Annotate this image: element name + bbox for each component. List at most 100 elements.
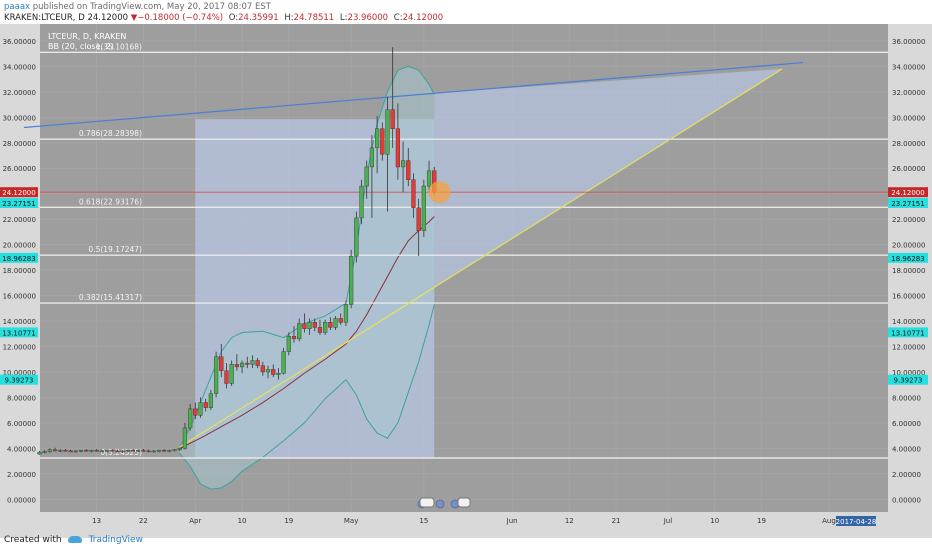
y-tick-label-left: 22.00000 [3, 216, 36, 224]
chart-frame: 1(35.10168) 0.786(28.28398) 0.618(22.93176… [0, 24, 932, 538]
y-tick-label-right: 14.00000 [892, 318, 925, 326]
earnings-badge-2[interactable] [457, 497, 471, 508]
candle-body [177, 448, 182, 450]
candle-body [364, 166, 369, 187]
price-tag-left-bg [0, 327, 38, 338]
candle-body [406, 160, 411, 180]
candle-body [349, 255, 354, 305]
x-tick-label: May [344, 517, 358, 525]
x-tick-label: 21 [612, 517, 621, 525]
price-change: −0.18000 (−0.74%) [137, 13, 224, 23]
candle-body [99, 450, 104, 453]
candle-body [136, 450, 141, 452]
x-tick-label: 19 [757, 517, 766, 525]
y-tick-label-left: 14.00000 [3, 318, 36, 326]
candle-body [375, 128, 380, 149]
candle-body [208, 393, 213, 408]
x-tick-label: 22 [139, 517, 148, 525]
x-tick-label: 10 [710, 517, 719, 525]
candle-body [203, 402, 208, 408]
event-icons[interactable] [417, 497, 471, 509]
y-tick-label-left: 4.00000 [7, 445, 36, 453]
tradingview-logo-icon [67, 536, 82, 543]
candle-body [219, 356, 224, 371]
created-with-label: Created with [4, 535, 62, 545]
candle-body [68, 450, 73, 453]
bb-fill [179, 66, 435, 490]
candle-body [94, 450, 99, 452]
right-axis-panel[interactable] [888, 24, 932, 512]
candle-body [52, 449, 58, 452]
ohlc-header: KRAKEN:LTCEUR, D 24.12000 ▼−0.18000 (−0.… [4, 13, 443, 23]
split-icon[interactable] [435, 499, 445, 509]
time-axis-panel[interactable] [0, 512, 932, 538]
price-tag-right-bg [888, 197, 928, 208]
x-tick-label: Jul [663, 517, 673, 525]
candle-body [193, 408, 198, 416]
price-chart[interactable]: 1(35.10168) 0.786(28.28398) 0.618(22.93176… [0, 24, 932, 538]
y-tick-label-right: 34.00000 [892, 63, 925, 71]
y-tick-label-left: 0.00000 [7, 496, 36, 504]
y-tick-label-left: 34.00000 [3, 63, 36, 71]
candle-body [281, 351, 286, 374]
price-tag-right: 13.10771 [891, 329, 924, 337]
candle-body [395, 128, 400, 168]
upper-trend-line [23, 61, 804, 129]
tradingview-brand[interactable]: TradingView [88, 535, 143, 545]
left-axis-panel[interactable] [0, 24, 40, 512]
candle-body [265, 369, 271, 373]
publish-info: paaax published on TradingView.com, May … [4, 2, 271, 12]
candle-body [37, 451, 42, 455]
candle-body [156, 450, 162, 452]
x-tick-label: Apr [189, 517, 201, 525]
candle-body [125, 450, 130, 452]
y-tick-label-left: 10.00000 [3, 369, 36, 377]
candle-body [343, 304, 349, 323]
candle-body [411, 179, 416, 208]
y-tick-label-right: 30.00000 [892, 114, 925, 122]
candle-body [328, 322, 333, 328]
candle-body [224, 370, 229, 384]
price-tag-right-bg [888, 252, 928, 263]
price-tag-left-bg [0, 187, 38, 198]
price-tag-left: 23.27151 [2, 200, 35, 208]
candle-body [323, 322, 328, 333]
y-tick-label-right: 10.00000 [892, 369, 925, 377]
x-tick-label: 12 [565, 517, 574, 525]
candle-body [234, 364, 239, 368]
fib-level-label: 0.5(19.17247) [88, 245, 142, 254]
y-tick-label-right: 4.00000 [892, 445, 921, 453]
legend-title: LTCEUR, D, KRAKEN [48, 32, 126, 41]
candle-body [151, 450, 156, 453]
y-tick-label-right: 6.00000 [892, 420, 921, 428]
fib-level-label: 0.618(22.93176) [79, 197, 142, 206]
candle-body [120, 450, 125, 453]
price-tag-right: 9.39273 [894, 377, 923, 385]
publish-text: published on TradingView.com, May 20, 20… [32, 2, 271, 12]
candle-body [400, 160, 406, 168]
candle-body [167, 450, 172, 452]
earnings-badge-1[interactable] [419, 497, 435, 508]
footer: Created with TradingView [4, 535, 143, 545]
y-tick-label-right: 20.00000 [892, 242, 925, 250]
y-tick-label-left: 26.00000 [3, 165, 36, 173]
candle-body [317, 327, 323, 333]
candle-body [47, 449, 52, 452]
fib-level-label: 1(35.10168) [96, 42, 142, 51]
y-tick-label-right: 26.00000 [892, 165, 925, 173]
x-tick-label: 15 [419, 517, 428, 525]
high-value: 24.78511 [293, 13, 335, 23]
close-label: C: [393, 13, 403, 23]
candle-body [416, 207, 421, 231]
candle-body [213, 356, 219, 394]
candle-body [141, 450, 146, 452]
candle-body [162, 450, 167, 452]
candle-body [58, 450, 63, 452]
candle-body [307, 322, 312, 329]
price-tag-left-bg [0, 252, 38, 263]
candle-body [104, 450, 110, 452]
y-tick-label-right: 32.00000 [892, 89, 925, 97]
low-value: 23.96000 [347, 13, 389, 23]
author-name[interactable]: paaax [4, 2, 31, 12]
down-arrow-icon: ▼ [130, 13, 138, 23]
